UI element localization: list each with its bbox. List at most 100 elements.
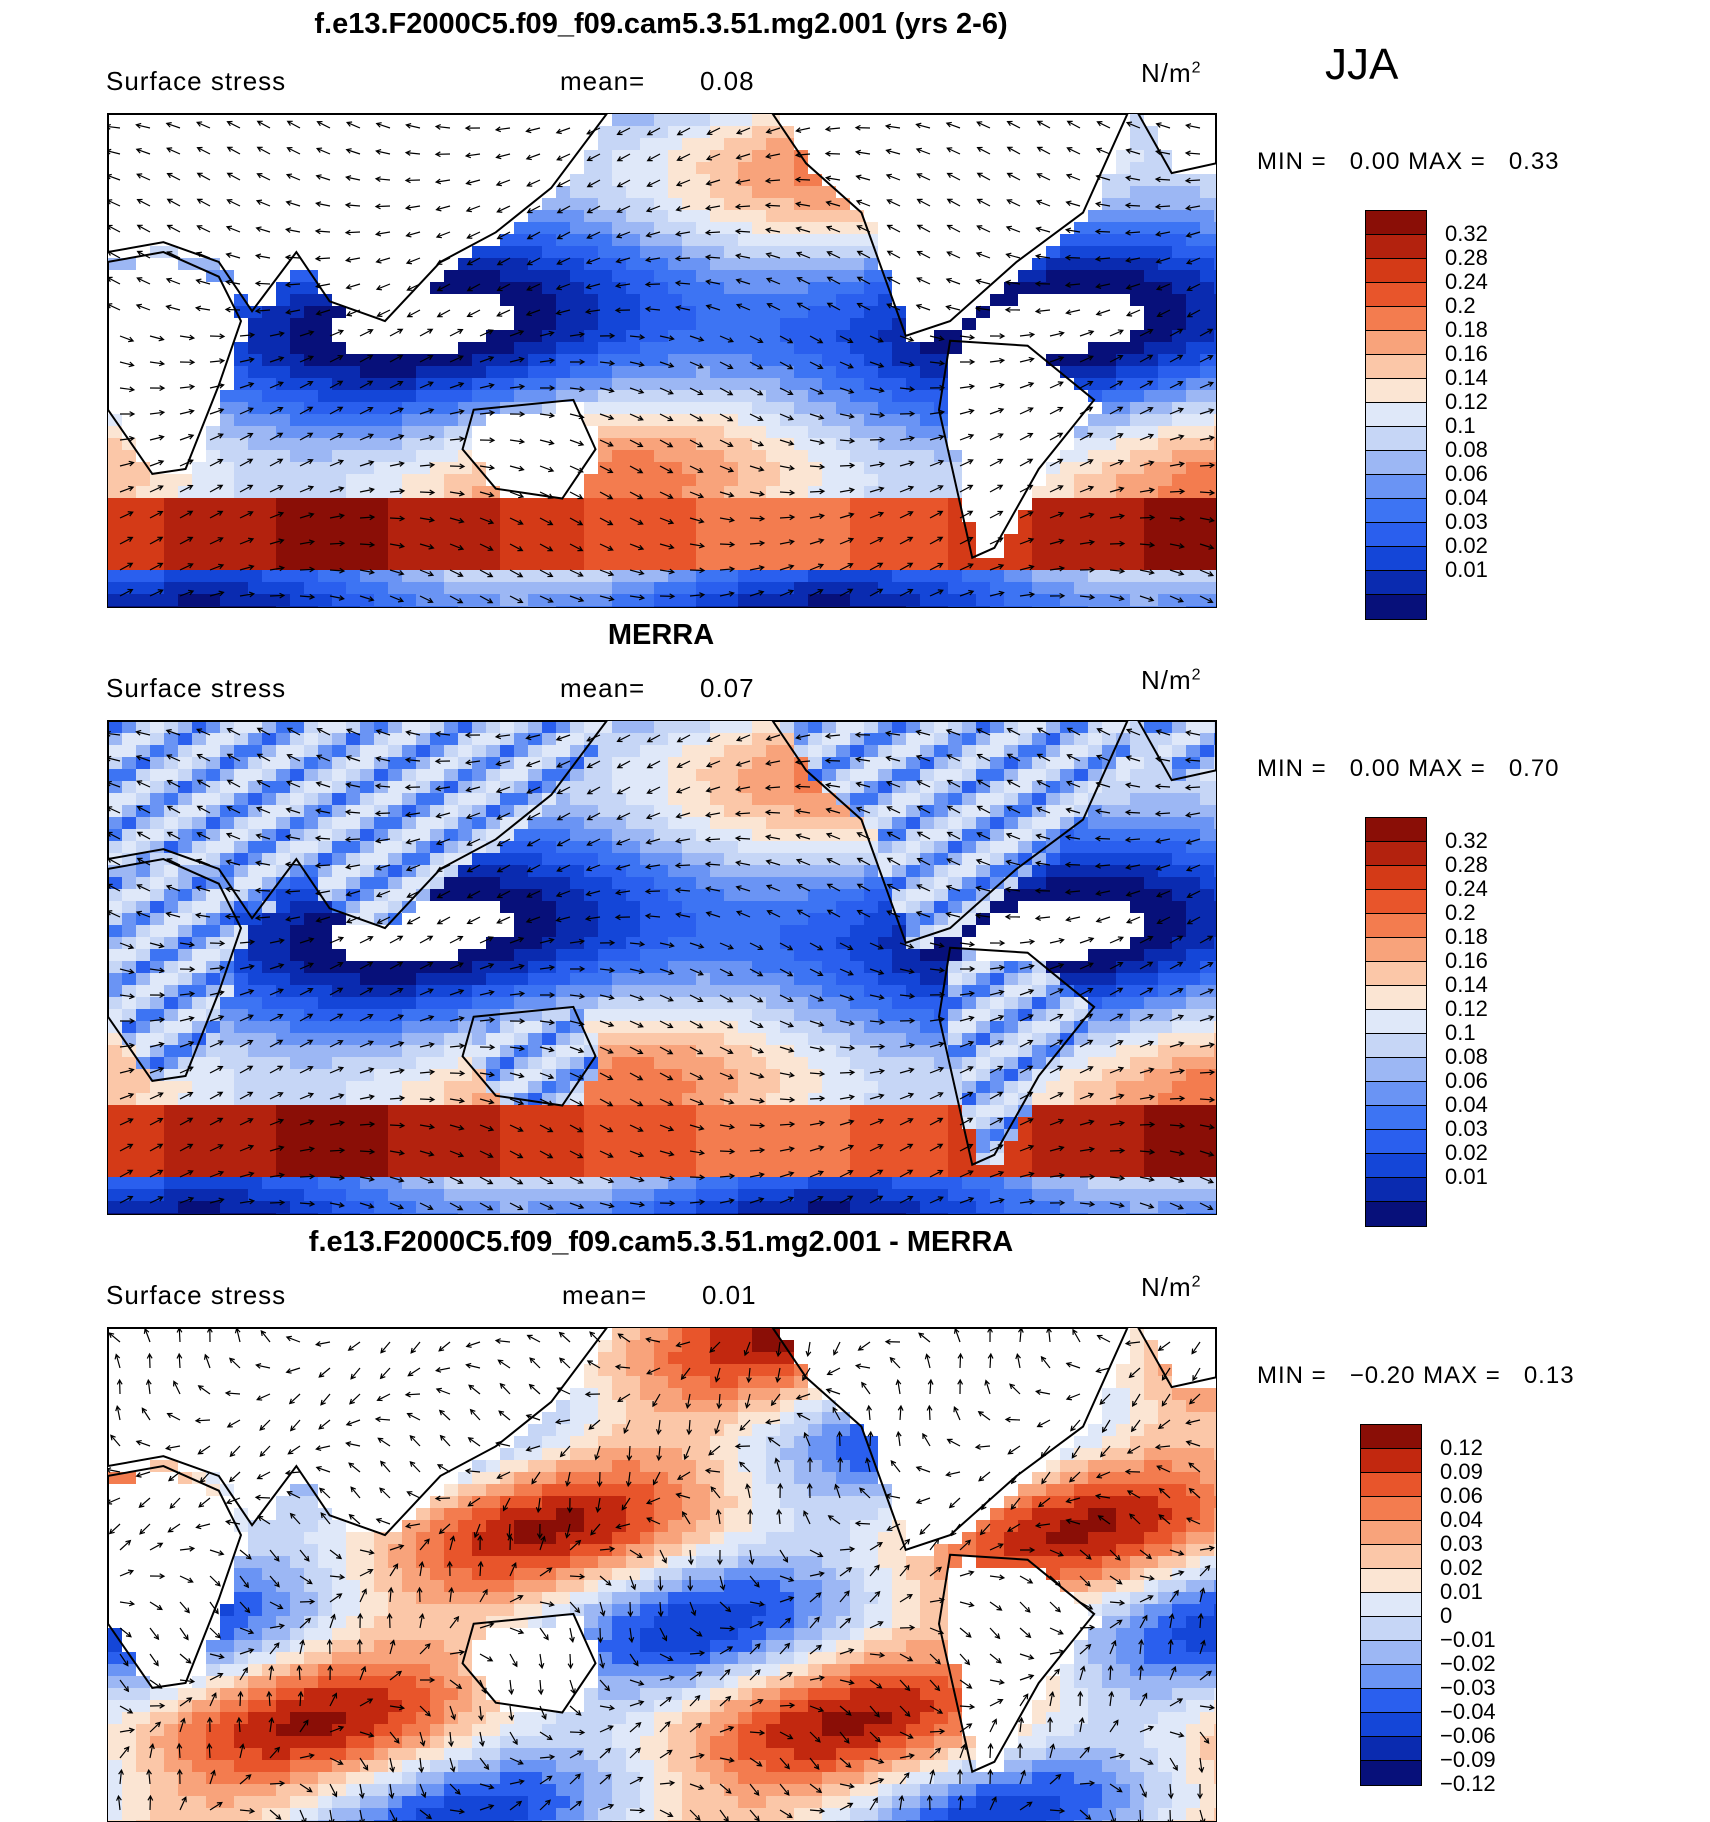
colorbar-tick-label: 0.14 <box>1445 365 1488 391</box>
colorbar-swatch <box>1366 451 1426 475</box>
colorbar-swatch <box>1361 1545 1421 1569</box>
units-label: N/m2 <box>1141 1272 1202 1303</box>
colorbar-swatches <box>1365 817 1427 1227</box>
colorbar-swatch <box>1366 1130 1426 1154</box>
variable-label: Surface stress <box>106 1280 286 1311</box>
colorbar-swatch <box>1366 914 1426 938</box>
colorbar-tick-label: 0.04 <box>1445 485 1488 511</box>
colorbar-tick-label: 0.06 <box>1440 1483 1483 1509</box>
colorbar-tick-label: 0.04 <box>1440 1507 1483 1533</box>
season-label: JJA <box>1325 40 1398 90</box>
mean-label: mean= <box>562 1280 647 1311</box>
colorbar-swatch <box>1361 1713 1421 1737</box>
colorbar-tick-label: 0.04 <box>1445 1092 1488 1118</box>
colorbar-swatch <box>1366 211 1426 235</box>
colorbar-tick-label: 0.2 <box>1445 900 1476 926</box>
colorbar-tick-label: 0.16 <box>1445 948 1488 974</box>
map-plot <box>107 113 1217 608</box>
map-plot <box>107 1327 1217 1822</box>
colorbar-tick-label: 0.02 <box>1440 1555 1483 1581</box>
colorbar-tick-label: −0.02 <box>1440 1651 1496 1677</box>
colorbar-tick-label: 0.18 <box>1445 317 1488 343</box>
colorbar-swatch <box>1366 1106 1426 1130</box>
colorbar-tick-label: −0.01 <box>1440 1627 1496 1653</box>
colorbar-swatch <box>1366 259 1426 283</box>
colorbar-tick-label: −0.03 <box>1440 1675 1496 1701</box>
colorbar-tick-label: 0.32 <box>1445 828 1488 854</box>
colorbar-tick-label: 0.06 <box>1445 461 1488 487</box>
mean-label: mean= <box>560 673 645 704</box>
colorbar-swatch <box>1366 499 1426 523</box>
colorbar-swatch <box>1366 379 1426 403</box>
colorbar-swatch <box>1366 866 1426 890</box>
colorbar-swatch <box>1361 1689 1421 1713</box>
colorbar-tick-label: 0.28 <box>1445 245 1488 271</box>
colorbar-tick-label: 0.03 <box>1440 1531 1483 1557</box>
colorbar-swatch <box>1361 1641 1421 1665</box>
panel-title: f.e13.F2000C5.f09_f09.cam5.3.51.mg2.001 … <box>107 1226 1215 1259</box>
colorbar-swatch <box>1366 1058 1426 1082</box>
colorbar-swatch <box>1366 403 1426 427</box>
colorbar-tick-label: −0.09 <box>1440 1747 1496 1773</box>
colorbar-tick-label: 0.03 <box>1445 509 1488 535</box>
colorbar-swatch <box>1366 283 1426 307</box>
map-field <box>108 1328 1216 1821</box>
colorbar-swatch <box>1361 1449 1421 1473</box>
colorbar-tick-label: 0.24 <box>1445 269 1488 295</box>
colorbar-tick-label: −0.12 <box>1440 1771 1496 1797</box>
map-plot <box>107 720 1217 1215</box>
colorbar-swatch <box>1366 235 1426 259</box>
colorbar-swatch <box>1361 1521 1421 1545</box>
min-max-label: MIN = −0.20 MAX = 0.13 <box>1257 1362 1575 1390</box>
colorbar-swatch <box>1366 547 1426 571</box>
colorbar-swatch <box>1366 1202 1426 1226</box>
colorbar-tick-label: 0.01 <box>1445 557 1488 583</box>
colorbar-swatch <box>1366 571 1426 595</box>
colorbar-swatch <box>1366 595 1426 619</box>
colorbar-swatch <box>1361 1665 1421 1689</box>
colorbar-tick-label: 0.24 <box>1445 876 1488 902</box>
colorbar-tick-label: 0.12 <box>1440 1435 1483 1461</box>
colorbar-swatch <box>1366 427 1426 451</box>
min-max-label: MIN = 0.00 MAX = 0.70 <box>1257 755 1560 783</box>
panel-title: MERRA <box>107 619 1215 652</box>
colorbar-swatch <box>1361 1593 1421 1617</box>
colorbar-swatch <box>1366 1154 1426 1178</box>
colorbar-swatch <box>1366 962 1426 986</box>
colorbar-swatch <box>1366 1010 1426 1034</box>
colorbar-tick-label: 0.01 <box>1445 1164 1488 1190</box>
colorbar-tick-label: 0.18 <box>1445 924 1488 950</box>
variable-label: Surface stress <box>106 673 286 704</box>
colorbar-swatch <box>1361 1497 1421 1521</box>
colorbar-tick-label: 0.2 <box>1445 293 1476 319</box>
colorbar-swatch <box>1366 523 1426 547</box>
colorbar-tick-label: 0.12 <box>1445 389 1488 415</box>
colorbar-tick-label: 0.32 <box>1445 221 1488 247</box>
variable-label: Surface stress <box>106 66 286 97</box>
colorbar-tick-label: 0.02 <box>1445 1140 1488 1166</box>
colorbar-tick-label: 0.16 <box>1445 341 1488 367</box>
colorbar-swatch <box>1366 986 1426 1010</box>
colorbar-swatches <box>1360 1424 1422 1786</box>
colorbar-tick-label: 0.12 <box>1445 996 1488 1022</box>
colorbar-tick-label: 0.02 <box>1445 533 1488 559</box>
colorbar-tick-label: 0.01 <box>1440 1579 1483 1605</box>
colorbar-tick-label: 0 <box>1440 1603 1452 1629</box>
colorbar-swatch <box>1361 1425 1421 1449</box>
colorbar-swatch <box>1366 355 1426 379</box>
mean-label: mean= <box>560 66 645 97</box>
colorbar-swatch <box>1366 818 1426 842</box>
colorbar-swatch <box>1366 938 1426 962</box>
colorbar-tick-label: 0.09 <box>1440 1459 1483 1485</box>
panel-title: f.e13.F2000C5.f09_f09.cam5.3.51.mg2.001 … <box>107 8 1215 41</box>
colorbar-swatch <box>1366 1178 1426 1202</box>
colorbar-swatch <box>1361 1737 1421 1761</box>
colorbar-tick-label: 0.14 <box>1445 972 1488 998</box>
colorbar-tick-label: 0.1 <box>1445 413 1476 439</box>
mean-value: 0.07 <box>700 673 755 704</box>
colorbar-tick-label: 0.08 <box>1445 437 1488 463</box>
units-label: N/m2 <box>1141 665 1202 696</box>
colorbar-tick-label: 0.28 <box>1445 852 1488 878</box>
mean-value: 0.08 <box>700 66 755 97</box>
map-field <box>108 114 1216 607</box>
